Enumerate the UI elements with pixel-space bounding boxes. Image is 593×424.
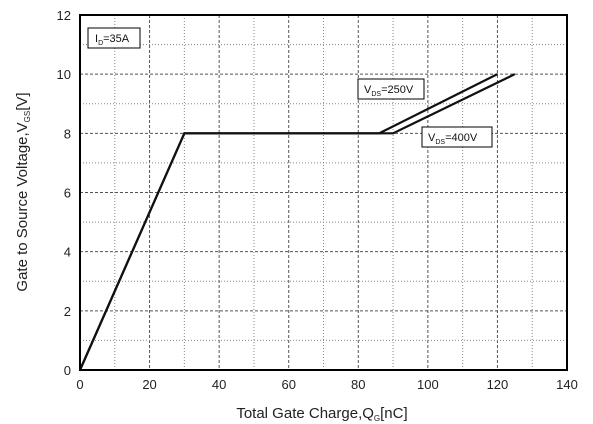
series-label-400v-text: VDS=400V bbox=[428, 132, 478, 146]
y-tick-label: 4 bbox=[64, 245, 71, 260]
condition-box bbox=[87, 27, 141, 49]
y-tick-label: 10 bbox=[57, 67, 71, 82]
y-tick-label: 8 bbox=[64, 126, 71, 141]
y-tick-label: 2 bbox=[64, 304, 71, 319]
x-tick-label: 20 bbox=[142, 377, 156, 392]
series-label-250v-box bbox=[357, 78, 425, 100]
x-tick-label: 60 bbox=[281, 377, 295, 392]
y-tick-label: 12 bbox=[57, 8, 71, 23]
plot-frame bbox=[79, 14, 568, 371]
y-tick-label: 6 bbox=[64, 186, 71, 201]
x-tick-label: 140 bbox=[556, 377, 578, 392]
series-label-250v: VDS=250V bbox=[357, 78, 425, 100]
y-tick-labels: 0 2 4 6 8 10 12 bbox=[57, 8, 71, 378]
series-lines bbox=[78, 73, 516, 371]
series-label-250v-text: VDS=250V bbox=[364, 84, 414, 98]
x-tick-label: 40 bbox=[212, 377, 226, 392]
series-label-400v-box bbox=[421, 126, 493, 148]
condition-annotation: ID=35A bbox=[87, 27, 141, 49]
x-tick-label: 0 bbox=[76, 377, 83, 392]
grid bbox=[80, 15, 567, 370]
x-tick-labels: 0 20 40 60 80 100 120 140 bbox=[76, 377, 577, 392]
x-axis-label: Total Gate Charge,QG[nC] bbox=[236, 405, 407, 423]
series-label-400v: VDS=400V bbox=[421, 126, 493, 148]
x-tick-label: 100 bbox=[417, 377, 439, 392]
y-axis-label: Gate to Source Voltage,VGS[V] bbox=[14, 92, 32, 291]
x-tick-label: 80 bbox=[351, 377, 365, 392]
series-line-1 bbox=[78, 73, 516, 371]
y-tick-label: 0 bbox=[64, 363, 71, 378]
condition-label: ID=35A bbox=[95, 33, 130, 47]
x-tick-label: 120 bbox=[487, 377, 509, 392]
